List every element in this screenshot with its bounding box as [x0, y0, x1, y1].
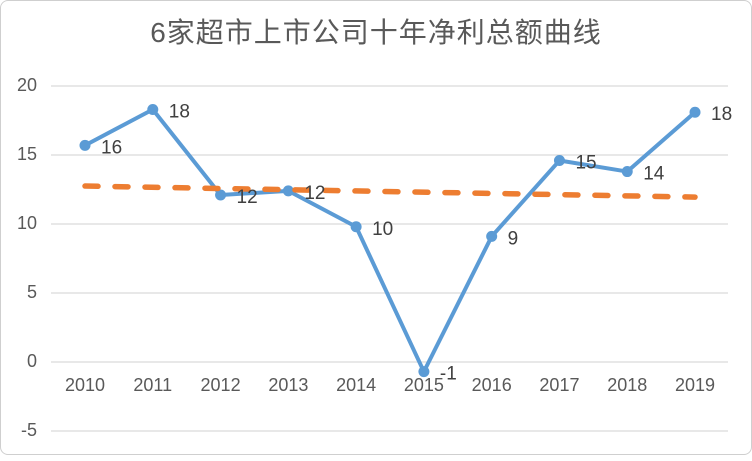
x-axis-tick-label: 2010: [65, 375, 105, 395]
x-axis-tick-label: 2017: [539, 375, 579, 395]
data-point-label: -1: [440, 364, 457, 385]
data-point-marker: [79, 139, 91, 151]
x-axis-tick-label: 2014: [336, 375, 376, 395]
trendline: [82, 183, 698, 200]
y-axis-tick-label: 5: [27, 282, 37, 302]
x-axis-tick-label: 2015: [404, 375, 444, 395]
x-axis-tick-label: 2013: [268, 375, 308, 395]
data-point-marker: [147, 103, 159, 115]
data-point-label: 14: [643, 164, 665, 185]
y-axis-tick-label: 20: [17, 75, 37, 95]
x-axis-tick-label: 2016: [472, 375, 512, 395]
data-point-label: 12: [304, 183, 325, 204]
y-axis-tick-label: 0: [27, 351, 37, 371]
x-axis-tick-label: 2011: [133, 375, 172, 395]
data-point-marker: [350, 221, 362, 233]
data-point-label: 18: [169, 101, 190, 122]
data-point-label: 16: [101, 137, 122, 158]
data-point-marker: [689, 106, 701, 118]
data-point-marker: [282, 185, 294, 197]
y-axis-tick-label: -5: [21, 420, 37, 440]
y-axis-tick-label: 15: [17, 144, 37, 164]
data-point-marker: [486, 230, 498, 242]
main-series-line: [83, 107, 698, 374]
data-point-marker: [553, 155, 565, 167]
data-point-label: 12: [237, 187, 258, 208]
data-point-label: 18: [711, 104, 732, 125]
data-point-marker: [418, 366, 430, 378]
y-axis-tick-label: 10: [17, 213, 37, 233]
data-point-marker: [621, 166, 633, 178]
data-point-marker: [215, 189, 227, 201]
x-axis-tick-label: 2019: [675, 375, 715, 395]
data-point-label: 15: [575, 153, 596, 174]
x-axis-tick-label: 2018: [607, 375, 647, 395]
data-point-label: 9: [508, 228, 519, 249]
data-point-label: 10: [372, 219, 393, 240]
x-axis-tick-label: 2012: [201, 375, 241, 395]
